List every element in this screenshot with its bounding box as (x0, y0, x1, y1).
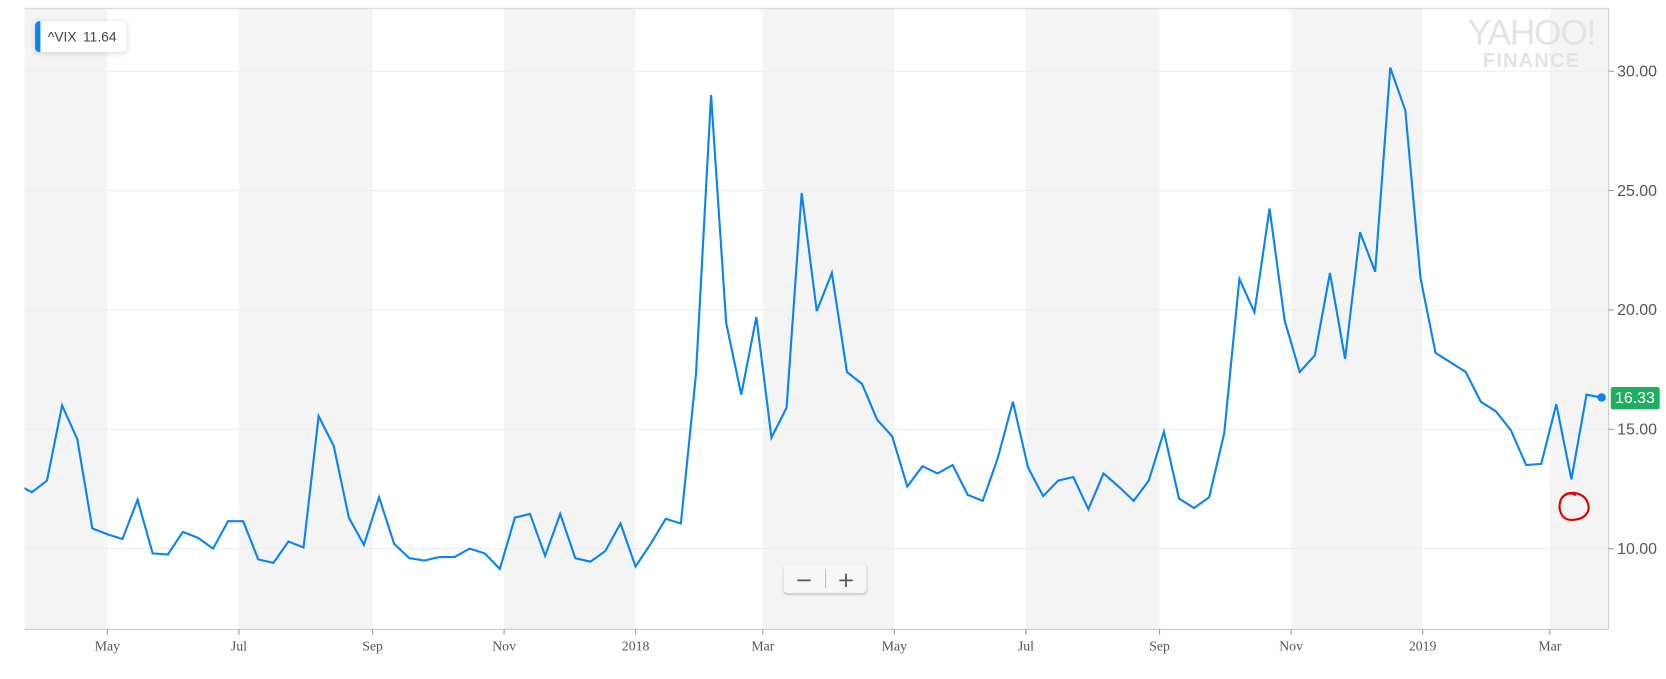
period-band (1291, 8, 1423, 630)
x-tick-label: Nov (1279, 639, 1303, 654)
period-band (762, 8, 895, 630)
x-tick-label: Mar (751, 639, 774, 654)
yahoo-finance-logo: YAHOO! FINANCE (1465, 15, 1598, 71)
series-color-swatch (35, 21, 41, 53)
x-tick-label: Nov (492, 639, 516, 654)
annotation-circle (1558, 491, 1590, 521)
legend-symbol: ^VIX (47, 28, 77, 45)
x-tick-label: Jul (231, 639, 247, 654)
legend-value: 11.64 (82, 28, 117, 45)
y-tick-label: 10.00 (1617, 541, 1657, 558)
period-band (1025, 8, 1160, 630)
x-tick-label: Sep (362, 639, 383, 654)
x-tick-label: May (95, 639, 120, 654)
zoom-divider (824, 569, 826, 588)
y-tick-label: 25.00 (1617, 183, 1657, 200)
zoom-in-button[interactable]: + (837, 566, 855, 592)
y-tick-label: 30.00 (1617, 64, 1657, 81)
period-band (504, 8, 636, 630)
y-tick-label: 15.00 (1617, 422, 1657, 439)
x-tick-label: 2019 (1409, 639, 1437, 654)
logo-line2: FINANCE (1482, 49, 1581, 73)
current-price-tag: 16.33 (1610, 387, 1660, 410)
vix-series-line[interactable] (17, 67, 1602, 571)
logo-line1: YAHOO! (1467, 12, 1597, 53)
legend-series-label[interactable]: ^VIX 11.64 (35, 21, 127, 53)
zoom-out-button[interactable]: − (795, 566, 813, 592)
zoom-controls: − + (783, 564, 867, 594)
period-band (24, 8, 108, 630)
x-tick-label: Sep (1149, 639, 1170, 654)
last-point-marker (1597, 393, 1606, 402)
x-tick-label: 2018 (622, 639, 650, 654)
x-tick-label: Mar (1538, 639, 1561, 654)
x-tick-label: Jul (1018, 639, 1034, 654)
y-tick-label: 20.00 (1617, 302, 1657, 319)
x-tick-label: May (882, 639, 907, 654)
period-band (1549, 8, 1609, 630)
